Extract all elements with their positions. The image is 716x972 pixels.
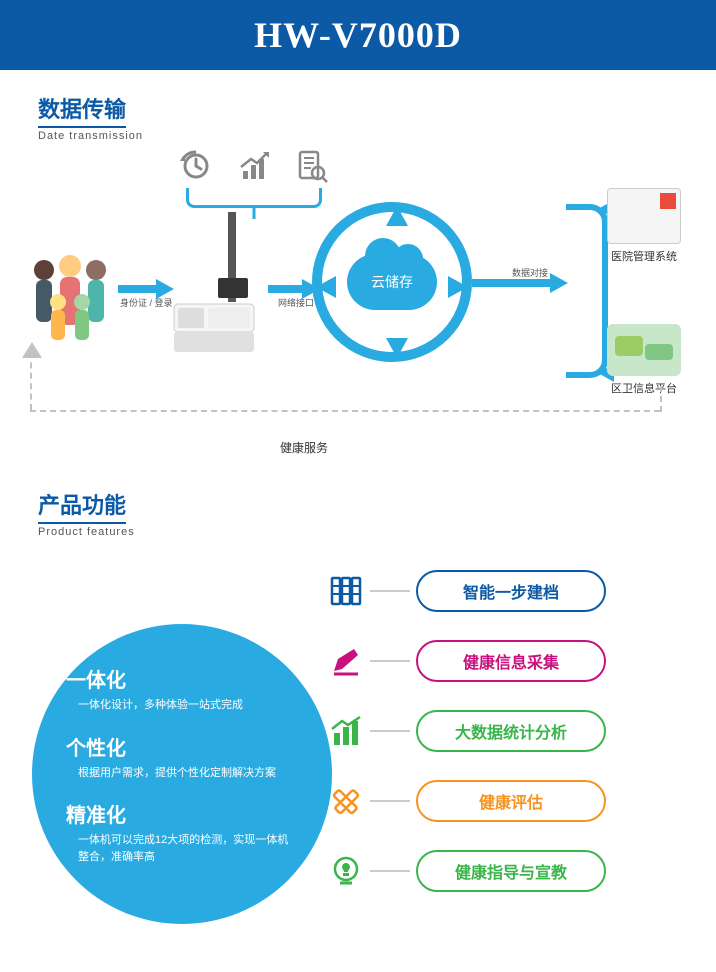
dashed-feedback-right xyxy=(660,386,662,412)
feature-pill-2: 健康信息采集 xyxy=(416,640,606,682)
product-features: 一体化 一体化设计，多种体验一站式完成 个性化 根据用户需求，提供个性化定制解决… xyxy=(0,548,716,968)
feature-connector xyxy=(370,590,410,592)
dashed-arrow-up xyxy=(22,342,42,358)
feature-connector xyxy=(370,730,410,732)
hospital-label: 医院管理系统 xyxy=(602,248,686,264)
feature-pill-3: 大数据统计分析 xyxy=(416,710,606,752)
cloud-storage-ring: 云储存 xyxy=(312,202,472,362)
feature-row-5: 健康指导与宣教 xyxy=(328,840,668,902)
circle-item-3: 精准化 一体机可以完成12大项的检测，实现一体机整合，准确率高 xyxy=(66,799,298,865)
cloud-label: 云储存 xyxy=(371,272,413,292)
circle-item-2-title: 个性化 xyxy=(66,732,298,761)
hospital-node: 医院管理系统 xyxy=(602,188,686,264)
cloud-icon: 云储存 xyxy=(347,254,437,310)
storage-cabinets-icon xyxy=(328,573,364,609)
lightbulb-head-icon xyxy=(328,853,364,889)
hospital-icon xyxy=(607,188,681,244)
circle-item-2: 个性化 根据用户需求，提供个性化定制解决方案 xyxy=(66,732,298,782)
dashed-feedback-left xyxy=(30,352,32,410)
circle-item-3-title: 精准化 xyxy=(66,799,298,828)
data-flow-diagram: 身份证 / 登录 网络接口 云储存 数据对接 xyxy=(0,146,716,466)
region-node: 区卫信息平台 xyxy=(602,324,686,396)
section1-heading: 数据传输 Date transmission xyxy=(38,92,716,142)
kiosk-device-icon xyxy=(168,212,264,360)
bar-chart-arrow-icon xyxy=(328,713,364,749)
section1-heading-en: Date transmission xyxy=(38,130,716,142)
feature-pill-4: 健康评估 xyxy=(416,780,606,822)
line-chart-up-icon xyxy=(234,146,274,186)
feature-connector xyxy=(370,870,410,872)
circle-item-1-title: 一体化 xyxy=(66,664,298,693)
page-title: HW-V7000D xyxy=(254,14,462,56)
region-platform-icon xyxy=(607,324,681,376)
feature-pill-1: 智能一步建档 xyxy=(416,570,606,612)
arrow-people-to-kiosk xyxy=(118,276,174,302)
people-group-icon xyxy=(26,246,114,346)
section2-heading-cn: 产品功能 xyxy=(38,488,126,524)
feature-list: 智能一步建档 健康信息采集 大数据统计分析 健康评估 xyxy=(328,560,668,910)
health-service-label: 健康服务 xyxy=(280,439,328,456)
region-label: 区卫信息平台 xyxy=(602,380,686,396)
circle-item-1-desc: 一体化设计，多种体验一站式完成 xyxy=(66,697,298,714)
circle-item-1: 一体化 一体化设计，多种体验一站式完成 xyxy=(66,664,298,714)
feature-pill-5: 健康指导与宣教 xyxy=(416,850,606,892)
feature-row-4: 健康评估 xyxy=(328,770,668,832)
feature-row-1: 智能一步建档 xyxy=(328,560,668,622)
feature-row-2: 健康信息采集 xyxy=(328,630,668,692)
icons-to-kiosk-bracket xyxy=(186,188,322,208)
feature-connector xyxy=(370,660,410,662)
ruler-cross-icon xyxy=(328,783,364,819)
clock-reload-icon xyxy=(176,146,216,186)
circle-item-2-desc: 根据用户需求，提供个性化定制解决方案 xyxy=(66,765,298,782)
circle-item-3-desc: 一体机可以完成12大项的检测，实现一体机整合，准确率高 xyxy=(66,832,298,865)
section1-heading-cn: 数据传输 xyxy=(38,92,126,128)
feature-row-3: 大数据统计分析 xyxy=(328,700,668,762)
section2-heading-en: Product features xyxy=(38,526,716,538)
arrow-cloud-to-right xyxy=(472,270,568,296)
document-magnify-icon xyxy=(292,146,332,186)
pencil-write-icon xyxy=(328,643,364,679)
dashed-feedback-bottom xyxy=(30,410,660,412)
feature-circle: 一体化 一体化设计，多种体验一站式完成 个性化 根据用户需求，提供个性化定制解决… xyxy=(32,624,332,924)
section2-heading: 产品功能 Product features xyxy=(38,488,716,538)
feature-connector xyxy=(370,800,410,802)
header-bar: HW-V7000D xyxy=(0,0,716,70)
